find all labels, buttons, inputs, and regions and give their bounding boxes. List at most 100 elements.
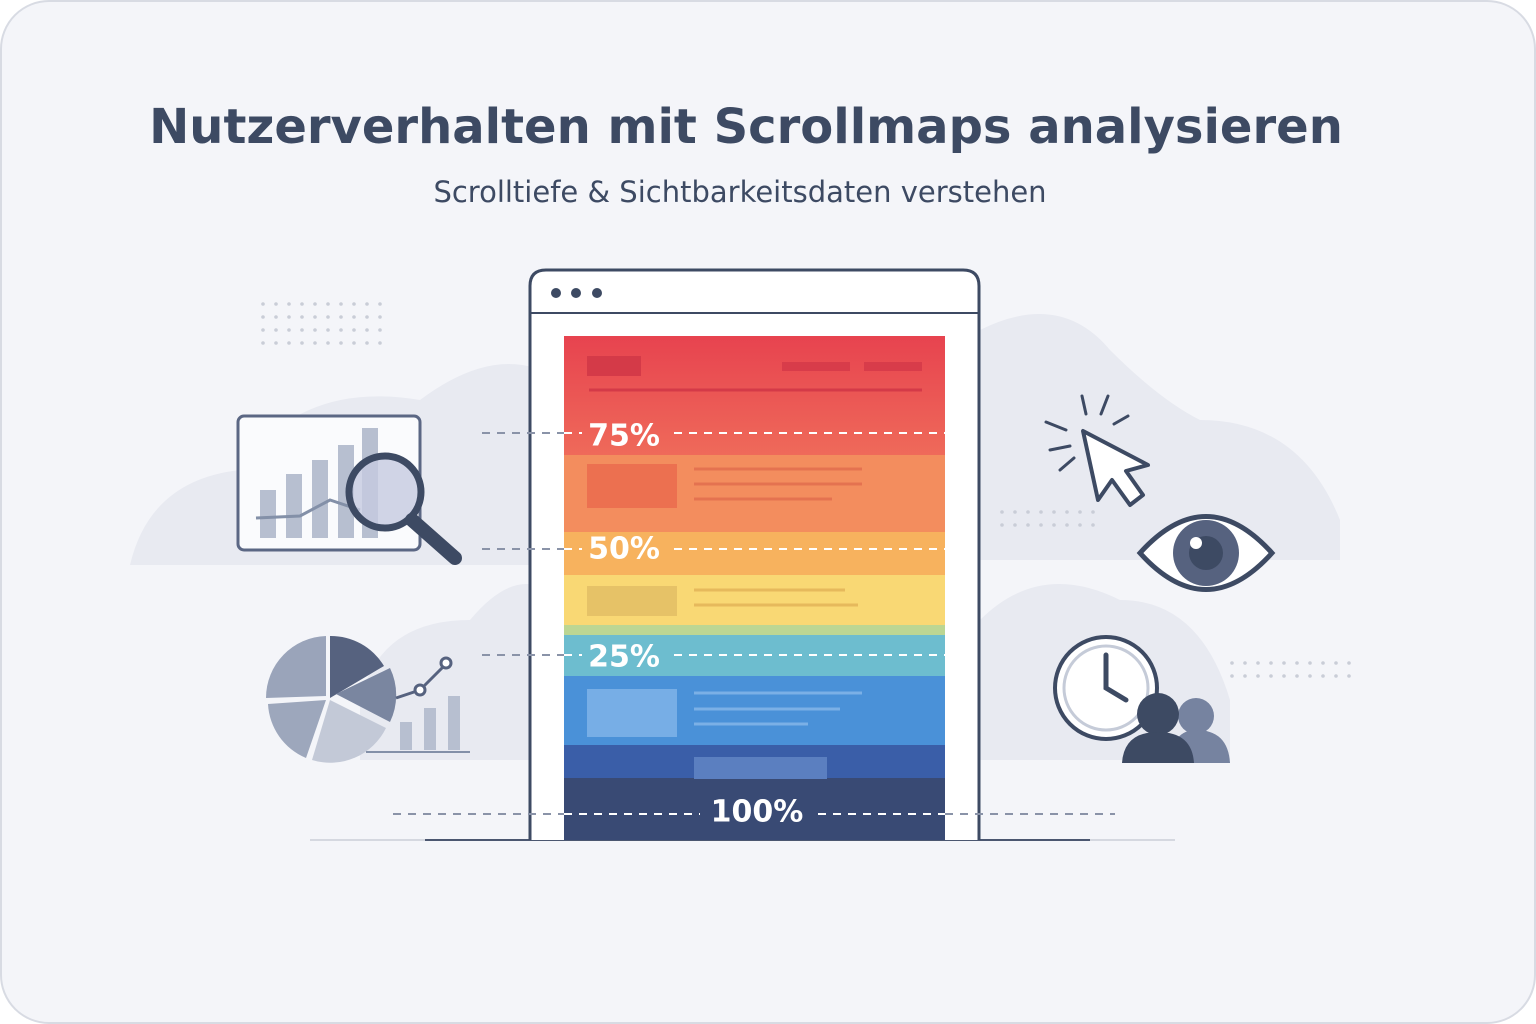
- dot: [261, 302, 265, 306]
- dot: [365, 302, 369, 306]
- page-content-placeholder-part: [694, 467, 862, 501]
- dot: [1013, 510, 1017, 514]
- dot: [300, 341, 304, 345]
- title: Nutzerverhalten mit Scrollmaps analysier…: [149, 99, 1343, 155]
- dot: [1000, 523, 1004, 527]
- dot: [1308, 661, 1312, 665]
- pie-chart-icon-part: [268, 700, 326, 758]
- dot: [1243, 674, 1247, 678]
- browser-window-part: [592, 288, 602, 298]
- dot: [339, 341, 343, 345]
- dot: [287, 315, 291, 319]
- subtitle: Scrolltiefe & Sichtbarkeitsdaten versteh…: [433, 175, 1046, 209]
- dot: [378, 341, 382, 345]
- page-content-placeholder-part: [694, 691, 862, 726]
- bar-chart-icon-part-part: [260, 490, 276, 538]
- dot: [1321, 661, 1325, 665]
- cursor-icon-part-part: [1048, 444, 1072, 452]
- dot: [1295, 661, 1299, 665]
- dot: [1065, 510, 1069, 514]
- dot: [313, 315, 317, 319]
- dot: [365, 328, 369, 332]
- browser-window-part: [571, 288, 581, 298]
- pie-chart-icon-part: [413, 683, 427, 697]
- page-content-placeholder-part: [587, 586, 677, 616]
- dot: [261, 341, 265, 345]
- cursor-icon-part: [1081, 429, 1150, 507]
- pie-chart-icon-part: [330, 635, 384, 698]
- heatmap-part: [564, 532, 945, 576]
- dot: [1230, 661, 1234, 665]
- bar-chart-icon-part-part: [312, 460, 328, 538]
- dot: [1078, 523, 1082, 527]
- dot: [1334, 674, 1338, 678]
- dot: [339, 302, 343, 306]
- cursor-icon-part-part: [1080, 394, 1088, 416]
- dot: [313, 328, 317, 332]
- clock-users-icon-part: [1062, 644, 1150, 732]
- dot: [1282, 674, 1286, 678]
- page-content-placeholder-part: [864, 362, 922, 371]
- dot: [1269, 674, 1273, 678]
- dot: [1026, 523, 1030, 527]
- dot: [326, 302, 330, 306]
- dot: [274, 302, 278, 306]
- dot: [1078, 510, 1082, 514]
- browser-window-part: [551, 288, 561, 298]
- dot: [365, 315, 369, 319]
- pie-chart-icon-part-part: [400, 722, 412, 750]
- dot: [1321, 674, 1325, 678]
- clock-users-icon-part: [1178, 698, 1214, 734]
- clock-users-icon-part: [1122, 732, 1194, 763]
- bar-chart-icon-part-part: [286, 474, 302, 538]
- pie-chart-icon-part: [312, 700, 386, 763]
- dot: [1230, 674, 1234, 678]
- dot: [339, 328, 343, 332]
- cursor-icon-part-part: [1058, 456, 1076, 472]
- marker-label: 50%: [588, 532, 660, 567]
- dot: [274, 341, 278, 345]
- dot: [339, 315, 343, 319]
- pie-chart-icon-part: [439, 656, 453, 670]
- marker-label: 75%: [588, 419, 660, 454]
- dot: [1347, 661, 1351, 665]
- dot: [1308, 674, 1312, 678]
- dot: [300, 315, 304, 319]
- pie-chart-icon-part: [266, 636, 326, 698]
- dot: [287, 302, 291, 306]
- dot: [352, 328, 356, 332]
- dot-pattern: [261, 302, 1351, 678]
- bar-chart-icon: [236, 414, 462, 565]
- page-content-placeholder-part: [587, 689, 677, 737]
- dot: [274, 328, 278, 332]
- dot: [1052, 523, 1056, 527]
- dot: [326, 341, 330, 345]
- dot: [1269, 661, 1273, 665]
- clock-users-icon-part: [1137, 693, 1179, 735]
- dot: [1013, 523, 1017, 527]
- page-content-placeholder-part: [694, 757, 827, 779]
- eye-icon: [1136, 514, 1276, 592]
- clock-users-icon-part: [1103, 652, 1129, 703]
- dot: [1091, 523, 1095, 527]
- pie-chart-icon-part-part: [448, 696, 460, 750]
- cursor-icon-part-part: [1112, 414, 1130, 426]
- page-content-placeholder-part: [587, 464, 677, 508]
- bar-chart-icon-part: [255, 498, 361, 520]
- eye-icon-part: [1190, 537, 1202, 549]
- marker-label: 100%: [711, 795, 804, 830]
- page-content-placeholder-part: [694, 588, 858, 607]
- dot: [313, 302, 317, 306]
- dot: [274, 315, 278, 319]
- dot: [1065, 523, 1069, 527]
- dot: [352, 315, 356, 319]
- heatmap-part: [564, 778, 945, 840]
- cursor-icon: [1044, 394, 1150, 507]
- dot: [261, 315, 265, 319]
- dot: [352, 302, 356, 306]
- dot: [378, 328, 382, 332]
- heatmap-part: [564, 625, 945, 636]
- dot: [1334, 661, 1338, 665]
